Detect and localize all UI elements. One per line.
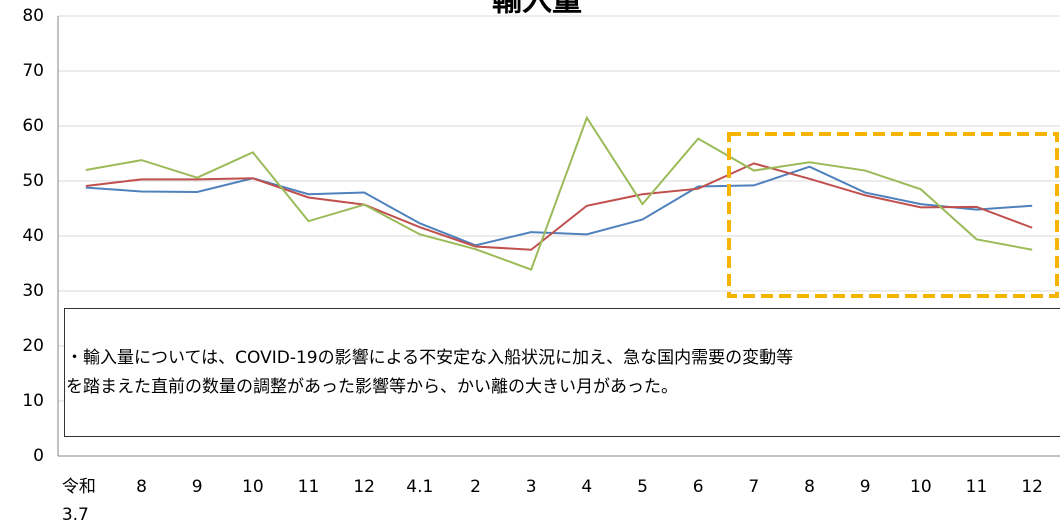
x-tick-label: 10 (242, 477, 264, 497)
y-tick-label: 0 (33, 446, 44, 466)
x-tick-label: 令和 3.7 (61, 477, 96, 525)
series-line (85, 115, 1033, 271)
x-tick-label: 11 (965, 477, 988, 497)
y-tick-label: 80 (22, 6, 44, 26)
annotation-box (64, 308, 1060, 437)
x-tick-label: 2 (470, 477, 481, 497)
chart-title: 輸入量 (492, 0, 582, 19)
x-tick-label: 4.1 (406, 477, 434, 497)
annotation: を踏まえた直前の数量の調整があった影響等から、かい離の大きい月があった。 (66, 377, 678, 397)
x-tick-label: 4 (581, 477, 593, 497)
y-tick-label: 50 (22, 171, 44, 191)
y-tick-label: 70 (22, 61, 44, 81)
x-tick-label: 3 (525, 477, 537, 497)
x-tick-label: 9 (859, 477, 871, 497)
x-tick-label: 8 (136, 477, 147, 497)
y-tick-label: 40 (22, 226, 44, 246)
x-tick-label: 9 (191, 477, 203, 497)
highlight-box (727, 132, 1059, 298)
x-tick-label: 11 (297, 477, 320, 497)
series-line (85, 165, 1033, 247)
annotation: ・輸入量については、COVID-19の影響による不安定な入船状況に加え、急な国内… (66, 348, 793, 368)
y-tick-label: 30 (22, 281, 44, 301)
x-tick-label: 7 (748, 477, 760, 497)
x-tick-label: 6 (692, 477, 704, 497)
x-tick-label: 12 (1021, 477, 1043, 497)
y-tick-label: 60 (22, 116, 44, 136)
series-line (85, 162, 1033, 251)
y-tick-label: 10 (22, 391, 44, 411)
x-tick-label: 8 (804, 477, 815, 497)
y-tick-label: 20 (22, 336, 44, 356)
x-tick-label: 10 (910, 477, 932, 497)
x-tick-label: 12 (353, 477, 375, 497)
x-tick-label: 5 (637, 477, 648, 497)
